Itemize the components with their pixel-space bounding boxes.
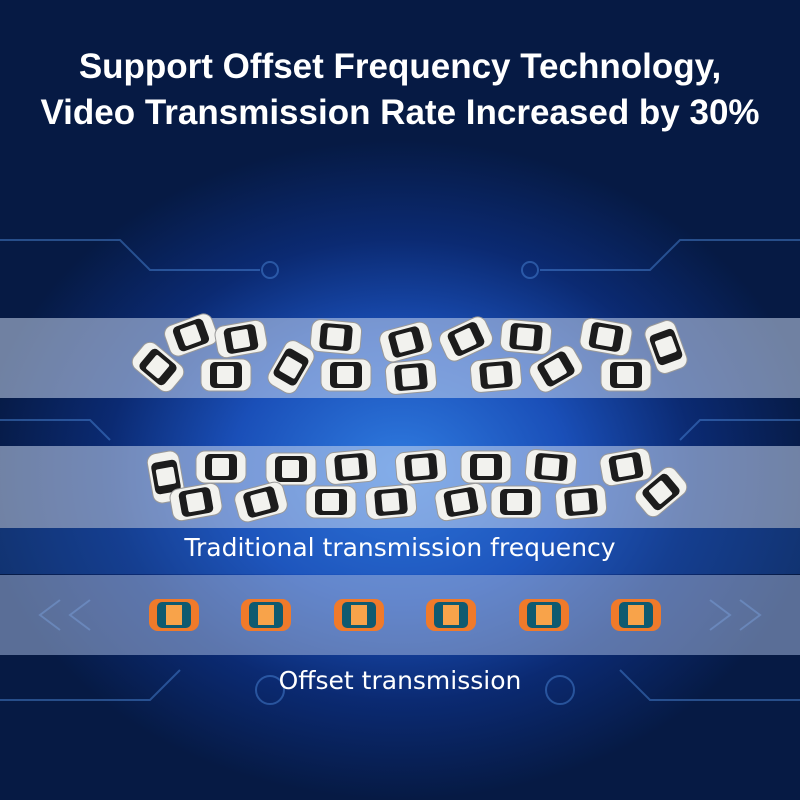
white-car-icon: [364, 483, 419, 521]
white-car-icon: [309, 318, 364, 356]
white-car-icon: [469, 356, 524, 394]
white-car-icon: [432, 481, 489, 524]
white-car-icon: [376, 319, 435, 365]
orange-car-icon: [148, 598, 200, 632]
white-car-icon: [460, 450, 512, 484]
white-car-icon: [597, 446, 654, 489]
white-car-icon: [524, 448, 579, 486]
headline-line-2: Video Transmission Rate Increased by 30%: [40, 93, 760, 132]
white-car-icon: [554, 483, 609, 521]
offset-label: Offset transmission: [278, 666, 522, 695]
orange-car-icon: [610, 598, 662, 632]
white-car-icon: [200, 358, 252, 392]
white-car-icon: [384, 358, 439, 396]
headline-line-1: Support Offset Frequency Technology,: [78, 47, 722, 86]
white-car-icon: [435, 313, 496, 366]
white-car-icon: [394, 448, 449, 486]
white-car-icon: [212, 318, 269, 361]
white-car-icon: [525, 341, 587, 396]
white-car-icon: [195, 450, 247, 484]
white-car-icon: [320, 358, 372, 392]
traditional-label-band: [0, 528, 800, 574]
white-car-icon: [641, 317, 691, 377]
white-car-icon: [630, 462, 692, 521]
orange-car-icon: [240, 598, 292, 632]
white-car-icon: [499, 318, 554, 356]
white-car-icon: [265, 452, 317, 486]
white-car-icon: [490, 485, 542, 519]
white-car-icon: [577, 316, 634, 359]
orange-car-icon: [425, 598, 477, 632]
traditional-label: Traditional transmission frequency: [184, 533, 616, 562]
white-car-icon: [263, 336, 318, 398]
white-car-icon: [324, 448, 379, 486]
white-car-icon: [161, 310, 221, 360]
headline: Support Offset Frequency Technology, Vid…: [0, 44, 800, 136]
white-car-icon: [167, 481, 224, 524]
white-car-icon: [600, 358, 652, 392]
offset-lane: [0, 575, 800, 655]
white-car-icon: [305, 485, 357, 519]
white-car-icon: [127, 337, 189, 396]
white-car-icon: [231, 479, 290, 525]
orange-car-icon: [518, 598, 570, 632]
orange-car-icon: [333, 598, 385, 632]
